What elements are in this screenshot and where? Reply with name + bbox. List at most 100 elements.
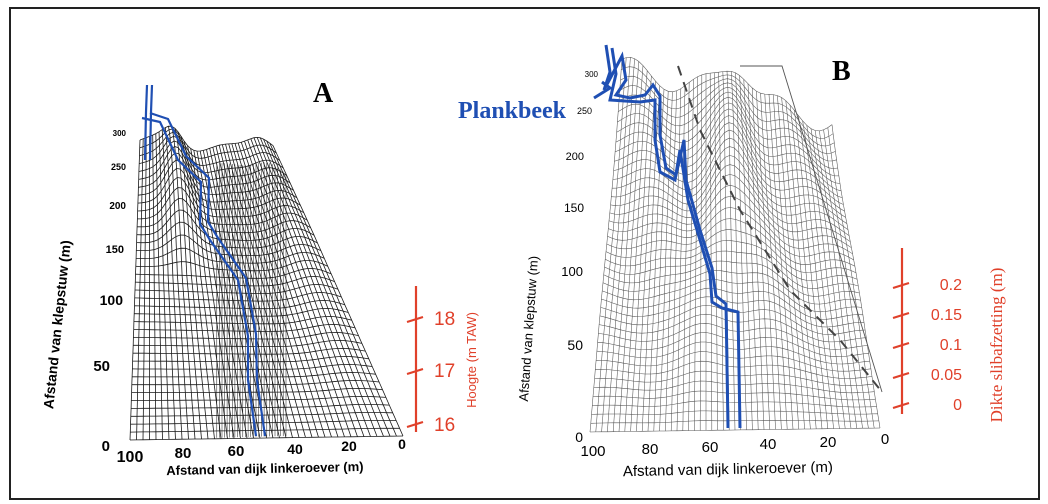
mesh-line [133, 331, 359, 340]
mesh-line [603, 260, 860, 297]
panel-a-y-tick: 250 [111, 162, 126, 172]
panel-a-z-tick: 17 [434, 361, 455, 382]
mesh-line [136, 209, 315, 241]
mesh-line [132, 371, 376, 378]
panel-b-z-axis-title: Dikte slibafzetting (m) [987, 268, 1006, 423]
panel-b-y-tick: 200 [566, 151, 584, 163]
mesh-line [139, 135, 284, 174]
panel-b-x-tick: 80 [642, 441, 659, 458]
mesh-line [138, 140, 287, 181]
mesh-line [597, 332, 869, 357]
mesh-line [593, 380, 875, 394]
mesh-line [596, 351, 871, 372]
mesh-line [604, 250, 859, 289]
mesh-line [137, 198, 311, 234]
panel-b-stream-label: Plankbeek [458, 98, 567, 124]
mesh-line [600, 296, 865, 328]
mesh-line [590, 420, 879, 424]
panel-a-x-tick: 100 [117, 449, 144, 466]
panel-b-z-tick: 0.05 [931, 367, 962, 384]
panel-b-z-axis [892, 248, 910, 414]
mesh-line [591, 410, 878, 415]
mesh-line [612, 146, 848, 224]
mesh-line [608, 196, 853, 255]
panel-b-y-tick: 100 [561, 264, 583, 279]
panel-a: A Afstand van klepstuw (m) 0 50 100 150 … [40, 78, 479, 478]
mesh-line [611, 155, 849, 230]
mesh-line [589, 427, 881, 433]
mesh-line [133, 323, 356, 332]
mesh-line [134, 307, 349, 317]
panel-b-x-tick: 0 [881, 431, 889, 448]
mesh-line [131, 379, 380, 386]
panel-b-x-tick: 100 [580, 443, 605, 460]
mesh-line [740, 65, 883, 393]
panel-a-y-tick: 50 [93, 358, 110, 375]
panel-b-letter: B [832, 56, 851, 87]
panel-b-z-tick: 0.1 [940, 337, 962, 354]
mesh-line [135, 267, 332, 279]
mesh-line [137, 177, 305, 218]
mesh-line [614, 115, 843, 199]
mesh-line [598, 323, 868, 350]
panel-b-z-tick: 0.2 [940, 277, 962, 294]
panel-b-surface-mesh [589, 57, 883, 433]
mesh-line [136, 247, 325, 264]
panel-a-z-axis [406, 286, 424, 432]
mesh-line [614, 122, 844, 205]
mesh-line [596, 341, 870, 365]
mesh-line [137, 187, 308, 226]
panel-a-x-tick: 80 [175, 445, 192, 462]
mesh-line [132, 363, 373, 370]
panel-b-x-tick: 40 [760, 436, 777, 453]
panel-a-x-tick: 20 [341, 438, 357, 454]
mesh-line [138, 159, 298, 203]
panel-b-z-tick: 0 [953, 397, 962, 414]
panel-a-z-tick: 16 [434, 415, 455, 436]
mesh-line [599, 305, 866, 335]
panel-a-x-tick: 60 [228, 443, 245, 460]
mesh-line [134, 291, 342, 302]
mesh-line [609, 174, 851, 242]
panel-a-y-tick: 200 [109, 201, 126, 212]
mesh-line [129, 435, 404, 441]
mesh-line [613, 129, 845, 212]
mesh-line [605, 240, 858, 281]
panel-a-z-tick: 18 [434, 309, 455, 330]
panel-a-z-axis-title: Hoogte (m TAW) [464, 312, 479, 408]
mesh-line [139, 128, 277, 159]
panel-b-x-tick: 20 [820, 434, 837, 451]
panel-b-y-tick: 0 [575, 429, 583, 445]
panel-b-z-tick: 0.15 [931, 307, 962, 324]
mesh-line [592, 400, 877, 408]
panel-a-y-tick: 300 [113, 129, 127, 138]
mesh-line [138, 152, 294, 196]
mesh-line [620, 75, 835, 147]
panel-b-y-tick: 250 [577, 106, 592, 116]
mesh-line [612, 137, 846, 218]
figure-frame [9, 7, 1040, 500]
mesh-line [606, 218, 856, 267]
panel-a-stream-channel [141, 84, 267, 437]
mesh-line [610, 164, 850, 236]
panel-b-dashed-ridge [677, 65, 883, 393]
panel-a-y-tick: 150 [106, 244, 124, 256]
mesh-line [594, 370, 874, 386]
mesh-line [138, 146, 291, 188]
panel-b-y-tick: 300 [585, 70, 599, 79]
panel-a-letter: A [313, 78, 334, 109]
mesh-line [139, 125, 274, 152]
panel-a-x-axis-title: Afstand van dijk linkeroever (m) [166, 459, 364, 478]
mesh-line [595, 360, 873, 379]
panel-a-y-tick: 100 [100, 292, 124, 308]
panel-b-x-tick: 60 [702, 439, 719, 456]
mesh-line [134, 283, 339, 294]
mesh-line [602, 279, 862, 313]
mesh-line [607, 207, 854, 261]
panel-b-stream-channel [593, 44, 742, 429]
mesh-line [131, 387, 383, 393]
mesh-line [608, 185, 852, 248]
mesh-line [134, 299, 345, 310]
mesh-line [615, 108, 842, 192]
mesh-line [602, 270, 861, 305]
